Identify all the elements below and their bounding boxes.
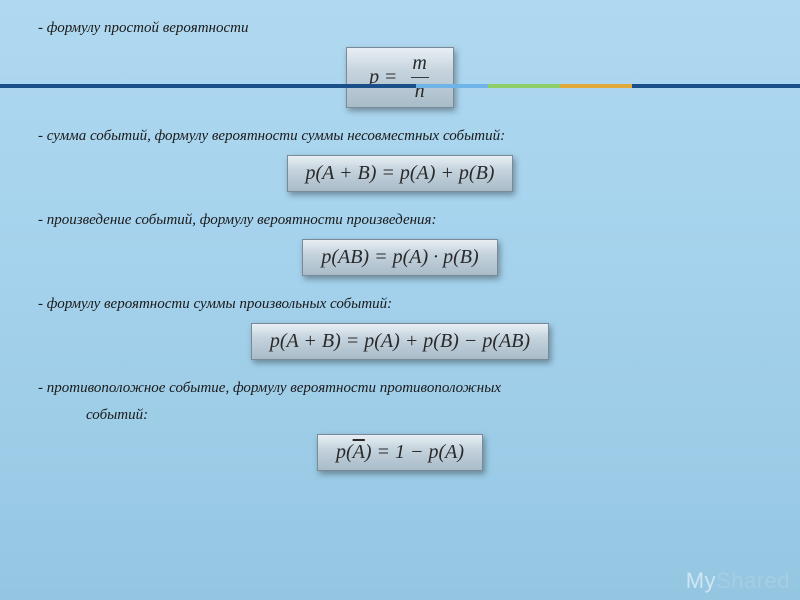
f1-denominator: n: [411, 77, 429, 103]
rule-seg-2: [416, 84, 488, 88]
formula-sum-arbitrary: p(A + B) = p(A) + p(B) − p(AB): [251, 323, 549, 360]
f1-numerator: m: [408, 52, 430, 77]
line-sum-incompatible: - сумма событий, формулу вероятности сум…: [38, 128, 762, 145]
line-sum-arbitrary: - формулу вероятности суммы произвольных…: [38, 296, 762, 313]
rule-seg-3: [488, 84, 560, 88]
decorative-rule: [0, 84, 800, 88]
slide-content: - формулу простой вероятности p = m n - …: [0, 0, 800, 511]
line-product: - произведение событий, формулу вероятно…: [38, 212, 762, 229]
line-opposite-2: событий:: [86, 407, 762, 424]
rule-seg-1: [0, 84, 416, 88]
formula-opposite: p(A) = 1 − p(A): [317, 434, 483, 471]
formula-sum-incompatible: p(A + B) = p(A) + p(B): [287, 155, 514, 192]
watermark: MyShared: [686, 568, 790, 594]
formula-product: p(AB) = p(A) · p(B): [302, 239, 497, 276]
rule-seg-5: [632, 84, 800, 88]
f5-rest: ) = 1 − p(A): [365, 441, 464, 464]
formula-simple-probability: p = m n: [346, 47, 454, 108]
f5-a-bar: A: [353, 441, 365, 464]
f1-fraction: m n: [408, 52, 430, 103]
watermark-part1: My: [686, 568, 716, 593]
line-simple-probability: - формулу простой вероятности: [38, 20, 762, 37]
rule-seg-4: [560, 84, 632, 88]
line-opposite-1: - противоположное событие, формулу вероя…: [38, 380, 762, 397]
watermark-part2: Shared: [716, 568, 790, 593]
f5-lhs: p(: [336, 441, 353, 464]
